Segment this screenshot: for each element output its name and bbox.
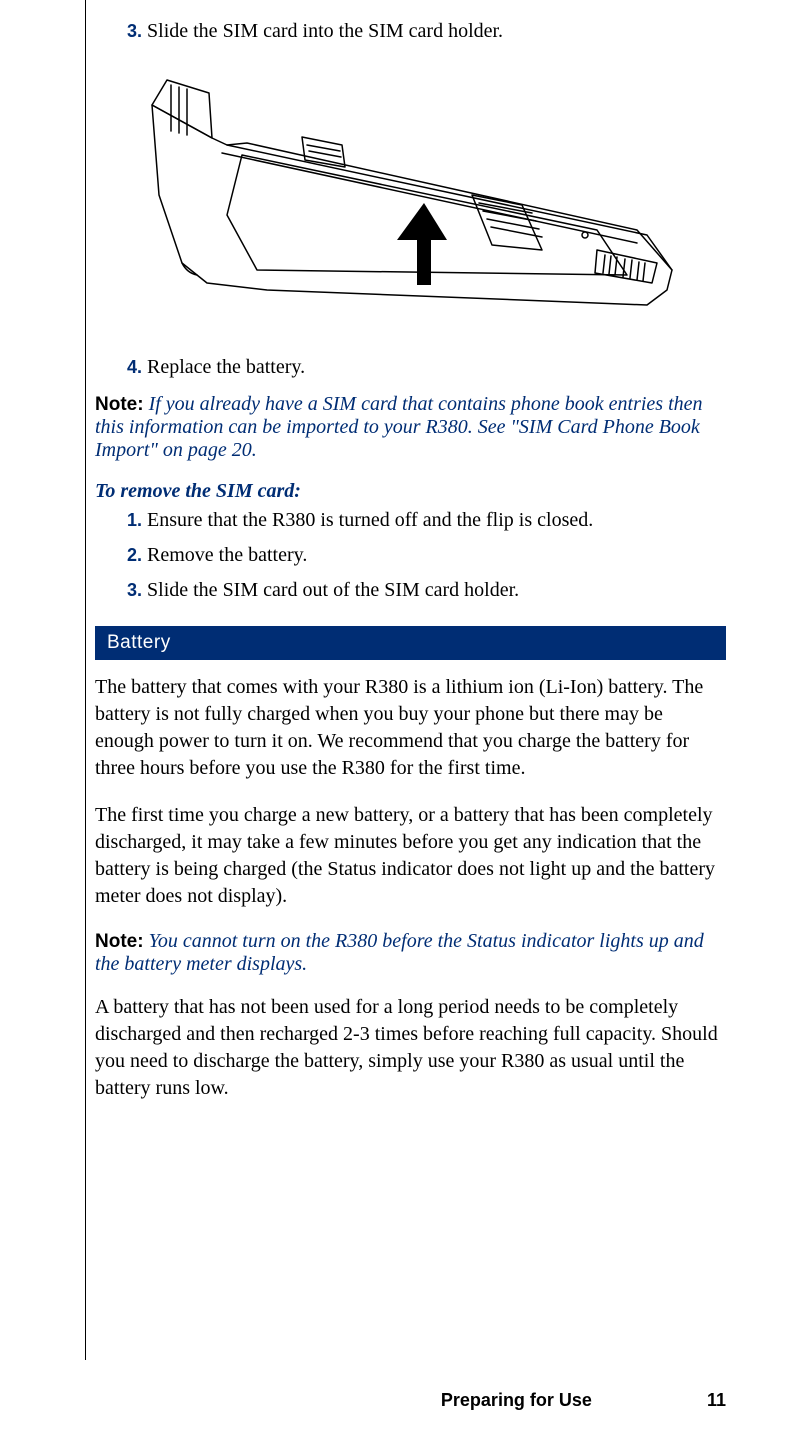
note-label: Note:: [95, 394, 144, 415]
step-number: 4.: [127, 357, 142, 377]
page-footer: Preparing for Use 11: [0, 1390, 726, 1411]
remove-sim-heading: To remove the SIM card:: [95, 480, 726, 503]
step-text: Remove the battery.: [147, 544, 307, 566]
step-text: Slide the SIM card out of the SIM card h…: [147, 579, 519, 601]
step-text: Ensure that the R380 is turned off and t…: [147, 509, 593, 531]
note-label: Note:: [95, 931, 144, 952]
remove-step-1: 1. Ensure that the R380 is turned off an…: [127, 509, 726, 532]
remove-step-3: 3. Slide the SIM card out of the SIM car…: [127, 579, 726, 602]
step-text: Replace the battery.: [147, 356, 305, 378]
note-battery: Note: You cannot turn on the R380 before…: [95, 930, 726, 976]
page-content: 3. Slide the SIM card into the SIM card …: [0, 0, 786, 1439]
battery-para-3: A battery that has not been used for a l…: [95, 994, 726, 1102]
step-number: 3.: [127, 580, 142, 600]
step-4: 4. Replace the battery.: [127, 356, 726, 379]
step-3: 3. Slide the SIM card into the SIM card …: [127, 20, 726, 43]
battery-para-1: The battery that comes with your R380 is…: [95, 674, 726, 782]
step-number: 1.: [127, 510, 142, 530]
battery-para-2: The first time you charge a new battery,…: [95, 802, 726, 910]
footer-title: Preparing for Use: [441, 1390, 592, 1410]
remove-step-2: 2. Remove the battery.: [127, 544, 726, 567]
note-text: You cannot turn on the R380 before the S…: [95, 930, 704, 975]
note-sim-import: Note: If you already have a SIM card tha…: [95, 393, 726, 462]
note-text: If you already have a SIM card that cont…: [95, 393, 703, 461]
step-number: 2.: [127, 545, 142, 565]
step-number: 3.: [127, 21, 142, 41]
page-number: 11: [707, 1390, 726, 1410]
section-bar-battery: Battery: [95, 626, 726, 660]
step-text: Slide the SIM card into the SIM card hol…: [147, 20, 503, 42]
phone-sim-diagram: [127, 75, 687, 315]
